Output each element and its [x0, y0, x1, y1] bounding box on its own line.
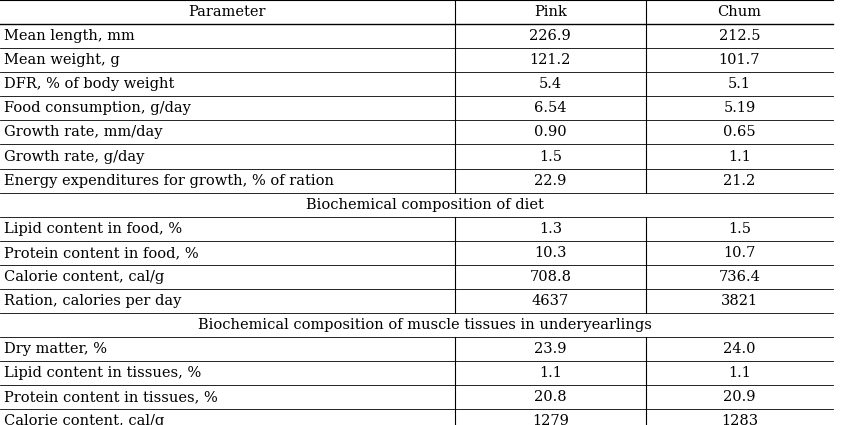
Text: Lipid content in tissues, %: Lipid content in tissues, %	[4, 366, 201, 380]
Text: Protein content in tissues, %: Protein content in tissues, %	[4, 391, 218, 404]
Text: Calorie content, cal/g: Calorie content, cal/g	[4, 414, 165, 425]
Text: Pink: Pink	[534, 5, 567, 19]
Text: 5.1: 5.1	[728, 77, 751, 91]
Text: 22.9: 22.9	[534, 174, 567, 187]
Text: Mean weight, g: Mean weight, g	[4, 53, 120, 67]
Text: 21.2: 21.2	[723, 174, 756, 187]
Text: Growth rate, g/day: Growth rate, g/day	[4, 150, 144, 164]
Text: 1.1: 1.1	[539, 366, 562, 380]
Text: Food consumption, g/day: Food consumption, g/day	[4, 102, 191, 115]
Text: 5.4: 5.4	[539, 77, 562, 91]
Text: Dry matter, %: Dry matter, %	[4, 342, 107, 356]
Text: 1.1: 1.1	[728, 366, 751, 380]
Text: Chum: Chum	[717, 5, 762, 19]
Text: 5.19: 5.19	[723, 102, 756, 115]
Text: 226.9: 226.9	[530, 29, 571, 43]
Text: DFR, % of body weight: DFR, % of body weight	[4, 77, 174, 91]
Text: Growth rate, mm/day: Growth rate, mm/day	[4, 125, 162, 139]
Text: 0.90: 0.90	[534, 125, 567, 139]
Text: 101.7: 101.7	[719, 53, 760, 67]
Text: 708.8: 708.8	[530, 270, 571, 284]
Text: 1.5: 1.5	[728, 222, 751, 236]
Text: 1.5: 1.5	[539, 150, 562, 164]
Text: 1283: 1283	[721, 414, 758, 425]
Text: Biochemical composition of muscle tissues in underyearlings: Biochemical composition of muscle tissue…	[198, 318, 652, 332]
Text: 1279: 1279	[532, 414, 569, 425]
Text: 23.9: 23.9	[534, 342, 567, 356]
Text: Biochemical composition of diet: Biochemical composition of diet	[306, 198, 544, 212]
Text: 1.3: 1.3	[539, 222, 562, 236]
Text: 4637: 4637	[532, 294, 569, 308]
Text: 6.54: 6.54	[534, 102, 567, 115]
Text: Protein content in food, %: Protein content in food, %	[4, 246, 199, 260]
Text: 121.2: 121.2	[530, 53, 571, 67]
Text: 10.3: 10.3	[534, 246, 567, 260]
Text: 1.1: 1.1	[728, 150, 751, 164]
Text: 212.5: 212.5	[719, 29, 760, 43]
Text: Calorie content, cal/g: Calorie content, cal/g	[4, 270, 165, 284]
Text: 0.65: 0.65	[723, 125, 756, 139]
Text: Parameter: Parameter	[189, 5, 266, 19]
Text: 24.0: 24.0	[723, 342, 756, 356]
Text: Ration, calories per day: Ration, calories per day	[4, 294, 182, 308]
Text: Lipid content in food, %: Lipid content in food, %	[4, 222, 183, 236]
Text: 20.8: 20.8	[534, 391, 567, 404]
Text: 736.4: 736.4	[718, 270, 761, 284]
Text: Energy expenditures for growth, % of ration: Energy expenditures for growth, % of rat…	[4, 174, 334, 187]
Text: 3821: 3821	[721, 294, 758, 308]
Text: 20.9: 20.9	[723, 391, 756, 404]
Text: Mean length, mm: Mean length, mm	[4, 29, 135, 43]
Text: 10.7: 10.7	[723, 246, 756, 260]
